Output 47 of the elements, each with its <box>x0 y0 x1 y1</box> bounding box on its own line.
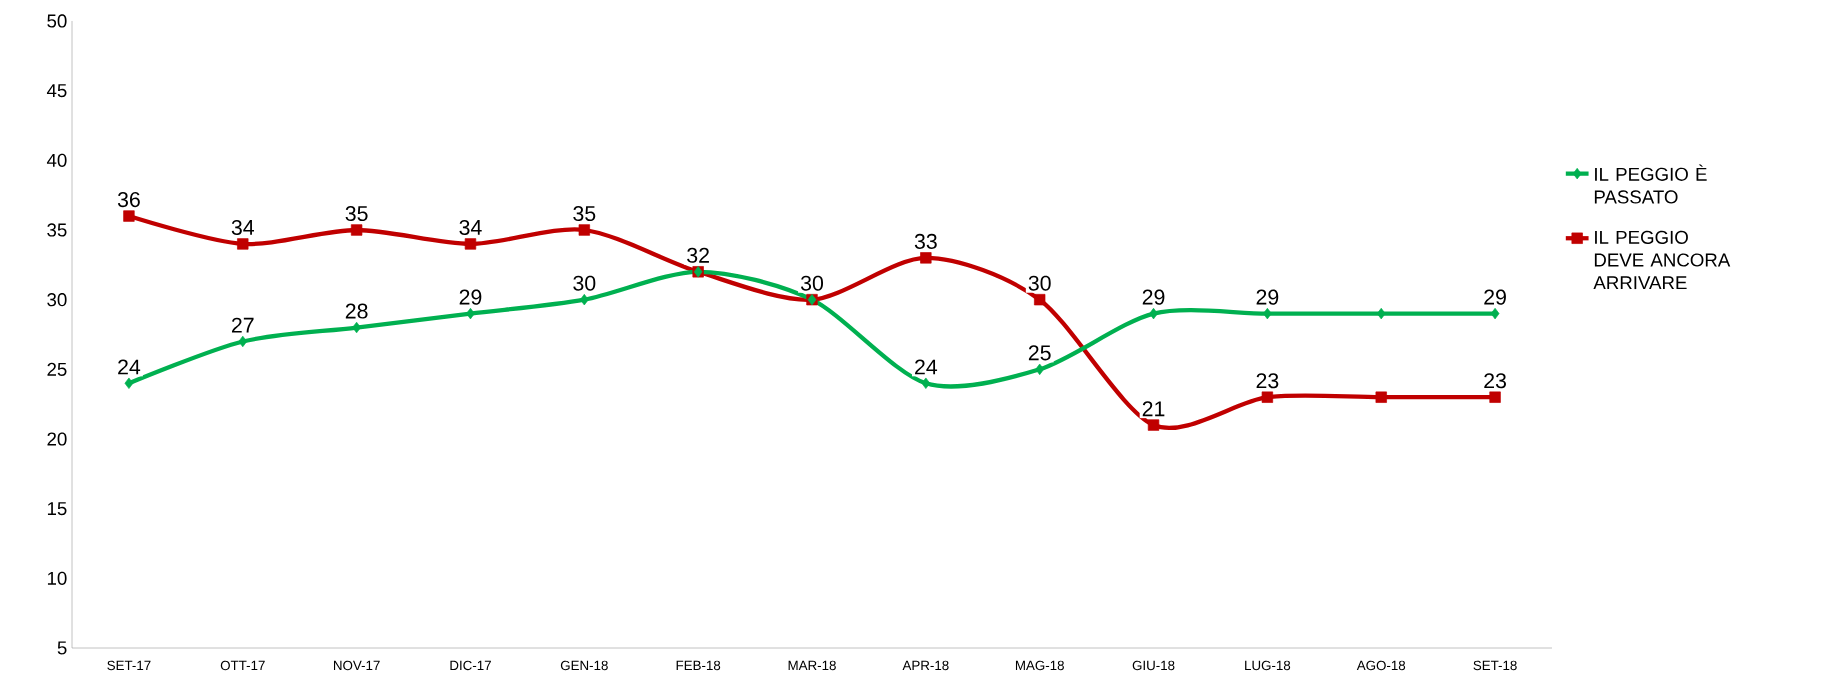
data-label: 36 <box>117 192 140 208</box>
legend-label: IL PEGGIO DEVE ANCORA ARRIVARE <box>1593 230 1731 290</box>
x-tick-label: GIU-18 <box>1132 660 1175 671</box>
data-label: 29 <box>459 289 482 305</box>
y-tick-label: 35 <box>47 223 67 237</box>
x-tick-label: SET-18 <box>1473 660 1517 671</box>
data-label: 24 <box>915 359 938 375</box>
data-label: 21 <box>1142 401 1165 417</box>
x-tick-label: GEN-18 <box>560 660 608 671</box>
data-label: 29 <box>1256 289 1279 305</box>
data-label: 34 <box>231 219 254 235</box>
data-label: 27 <box>231 317 254 333</box>
y-tick-label: 10 <box>47 571 67 585</box>
data-label: 28 <box>345 303 368 319</box>
y-tick-label: 45 <box>46 84 67 98</box>
data-label: 29 <box>1142 289 1165 305</box>
x-tick-label: DIC-17 <box>450 660 491 671</box>
data-label: 30 <box>800 275 824 291</box>
x-tick-label: MAG-18 <box>1015 660 1064 671</box>
x-tick-label: SET-17 <box>107 660 151 671</box>
data-label: 35 <box>345 205 368 222</box>
data-label: 24 <box>118 359 141 375</box>
legend-label: IL PEGGIO È PASSATO <box>1594 164 1707 204</box>
data-label: 35 <box>573 205 596 222</box>
x-tick-label: OTT-17 <box>220 660 265 671</box>
x-tick-label: MAR-18 <box>788 660 836 671</box>
data-label: 29 <box>1484 289 1506 305</box>
x-tick-label: LUG-18 <box>1245 660 1291 671</box>
y-tick-label: 15 <box>47 502 67 516</box>
data-label: 32 <box>687 247 709 263</box>
y-tick-label: 25 <box>47 362 67 376</box>
data-label: 25 <box>1028 345 1051 361</box>
x-tick-label: AGO-18 <box>1356 660 1406 671</box>
x-tick-label: NOV-17 <box>333 660 380 671</box>
data-label: 30 <box>1028 275 1051 291</box>
data-label: 23 <box>1256 373 1279 389</box>
data-label: 34 <box>459 219 482 235</box>
x-tick-label: FEB-18 <box>676 660 721 671</box>
y-tick-label: 5 <box>57 641 67 655</box>
data-label: 23 <box>1484 373 1506 389</box>
y-tick-label: 20 <box>47 432 67 446</box>
y-tick-label: 40 <box>46 153 67 167</box>
data-label: 30 <box>573 275 596 291</box>
y-tick-label: 30 <box>47 293 67 307</box>
y-tick-label: 50 <box>47 14 67 28</box>
data-label: 33 <box>914 233 937 249</box>
x-tick-label: APR-18 <box>902 660 949 671</box>
